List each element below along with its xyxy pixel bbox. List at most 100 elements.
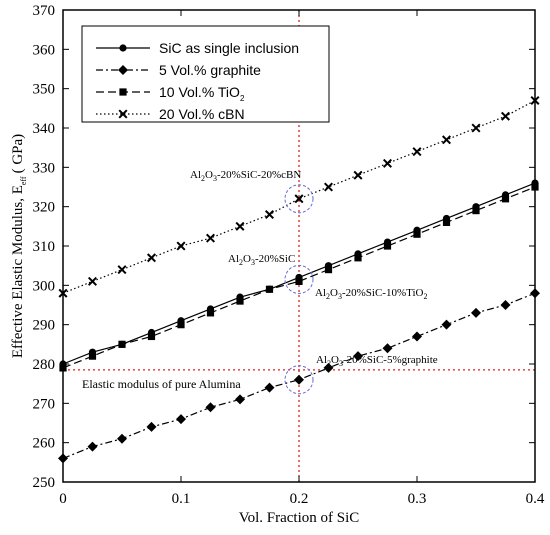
y-tick-label: 330 <box>33 160 56 176</box>
series-2 <box>58 288 540 464</box>
highlight-circle <box>284 365 314 395</box>
y-tick-label: 360 <box>33 42 56 58</box>
y-tick-label: 320 <box>33 200 56 216</box>
data-point <box>177 321 185 329</box>
highlight-circles <box>284 184 314 395</box>
pure-alumina-label: Elastic modulus of pure Alumina <box>82 377 241 391</box>
x-tick-label: 0.2 <box>290 491 309 507</box>
y-tick-label: 250 <box>33 475 56 491</box>
y-tick-label: 300 <box>33 278 56 294</box>
series-line <box>62 99 536 294</box>
legend-marker <box>118 65 128 75</box>
data-point <box>147 332 156 341</box>
data-point <box>265 285 274 293</box>
highlight-circle <box>284 184 314 214</box>
data-point <box>412 147 422 157</box>
annotations: Al2O3-20%SiC-20%cBN Al2O3-20%SiC Al2O3-20%… <box>190 169 438 368</box>
reference-lines: Elastic modulus of pure Alumina <box>63 10 535 482</box>
y-tick-label: 280 <box>33 357 56 373</box>
data-point <box>382 343 393 354</box>
data-point <box>442 218 451 226</box>
data-point <box>146 253 157 263</box>
x-tick-label: 0.1 <box>172 491 191 507</box>
y-axis-title-sub: eff <box>19 176 28 185</box>
data-point <box>295 277 303 285</box>
series-line <box>62 186 536 369</box>
data-point <box>235 221 245 231</box>
data-point <box>324 266 333 274</box>
legend-label: SiC as single inclusion <box>159 40 299 56</box>
annotation-tio2: Al2O3-20%SiC-10%TiO2 <box>315 287 427 301</box>
data-point <box>264 210 275 220</box>
data-point <box>413 230 421 238</box>
legend-label: 10 Vol.% TiO2 <box>159 84 245 103</box>
data-point <box>500 111 511 121</box>
legend-item: 20 Vol.% cBN <box>96 106 245 122</box>
series-group <box>58 95 540 464</box>
y-tick-label: 260 <box>33 436 56 452</box>
y-axis-title: Effective Elastic Modulus, Eeff ( GPa) <box>10 134 28 358</box>
data-point <box>323 182 334 192</box>
data-point <box>87 441 98 452</box>
data-point <box>88 352 97 360</box>
x-tick-label: 0.3 <box>408 491 427 507</box>
y-axis-title-unit: ( GPa) <box>10 134 26 174</box>
data-point <box>205 233 216 243</box>
data-point <box>87 276 98 286</box>
x-tick-label: 0.4 <box>526 491 545 507</box>
data-point <box>264 382 275 393</box>
data-point <box>353 351 363 362</box>
y-axis-title-main: Effective Elastic Modulus, E <box>10 185 26 358</box>
data-point <box>353 170 363 180</box>
x-tick-label: 0 <box>59 491 67 507</box>
legend-marker <box>119 44 127 52</box>
data-point <box>471 307 481 318</box>
series-4 <box>58 95 540 298</box>
annotation-graphite: Al2O3-20%SiC-5%graphite <box>316 354 438 368</box>
y-tick-label: 270 <box>33 396 56 412</box>
highlight-circle <box>284 264 314 294</box>
y-tick-label: 290 <box>33 318 56 334</box>
data-point <box>294 194 304 204</box>
data-point <box>176 241 186 251</box>
data-point <box>501 195 510 203</box>
legend-item: SiC as single inclusion <box>96 40 299 56</box>
y-tick-label: 310 <box>33 239 56 255</box>
data-point <box>117 265 127 275</box>
data-point <box>383 242 392 250</box>
data-point <box>294 374 304 385</box>
legend-label: 20 Vol.% cBN <box>159 106 245 122</box>
data-point <box>146 421 157 432</box>
x-axis-title: Vol. Fraction of SiC <box>239 510 360 526</box>
y-tick-label: 370 <box>33 3 56 19</box>
data-point <box>176 414 186 425</box>
data-point <box>323 362 334 373</box>
data-point <box>236 297 244 305</box>
data-point <box>118 340 126 348</box>
data-point <box>205 402 216 413</box>
data-point <box>117 433 127 444</box>
y-tick-label: 340 <box>33 121 56 137</box>
annotation-sic: Al2O3-20%SiC <box>228 253 295 267</box>
data-point <box>441 319 452 330</box>
series-1 <box>59 179 539 368</box>
data-point <box>500 300 511 310</box>
data-point <box>441 135 452 145</box>
y-tick-label: 350 <box>33 82 56 98</box>
legend-marker <box>119 88 127 96</box>
legend: SiC as single inclusion 5 Vol.% graphite 1… <box>81 25 330 123</box>
data-point <box>412 331 422 342</box>
legend-item: 5 Vol.% graphite <box>96 62 261 78</box>
data-point <box>206 309 215 317</box>
data-point <box>472 207 480 215</box>
legend-marker <box>118 109 128 119</box>
annotation-cbn: Al2O3-20%SiC-20%cBN <box>190 169 301 183</box>
legend-item: 10 Vol.% TiO2 <box>96 84 245 103</box>
data-point <box>382 158 393 168</box>
legend-label: 5 Vol.% graphite <box>159 62 261 78</box>
axis-ticks: 0 0.1 0.2 0.3 0.4 250 260 270 280 290 300 310 320 330… <box>33 3 545 507</box>
data-point <box>235 394 245 405</box>
data-point <box>471 123 481 133</box>
data-point <box>354 254 362 262</box>
